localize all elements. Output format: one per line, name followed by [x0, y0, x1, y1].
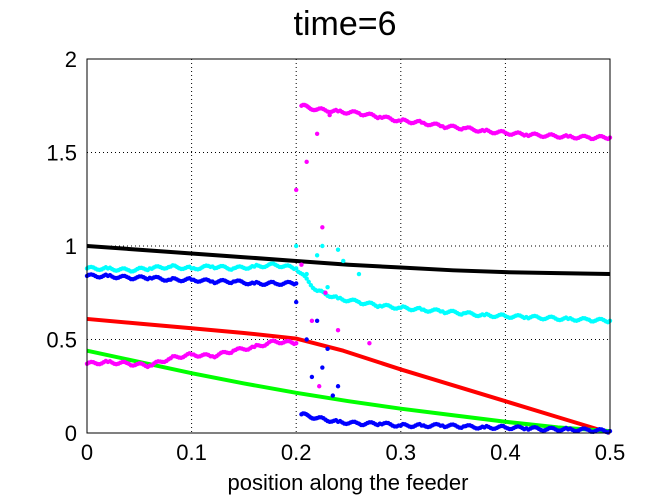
data-point-scatter-transition: [335, 327, 341, 333]
x-tick-label: 0: [81, 440, 93, 465]
x-tick-label: 0.4: [490, 440, 521, 465]
y-tick-label: 2: [65, 47, 77, 72]
data-point-scatter-transition-cyan: [325, 284, 330, 290]
data-point-scatter-transition: [299, 262, 304, 267]
data-point-scatter-transition-blue: [320, 365, 325, 370]
y-tick-label: 0: [65, 421, 77, 446]
data-point-scatter-transition-cyan: [356, 271, 362, 277]
series-line-red: [86, 316, 611, 435]
x-tick-label: 0.1: [176, 440, 207, 465]
data-point-scatter-transition: [323, 290, 328, 295]
data-point-cyan: [306, 279, 311, 285]
x-tick-label: 0.2: [281, 440, 312, 465]
chart-title: time=6: [294, 5, 397, 43]
data-point-scatter-transition: [314, 131, 320, 136]
data-point-scatter-transition: [317, 384, 322, 389]
data-point-scatter-transition: [294, 187, 299, 193]
data-point-scatter-transition-blue: [314, 318, 320, 323]
y-tick-label: 1.5: [46, 141, 77, 166]
data-point-scatter-transition: [304, 159, 309, 165]
data-point-scatter-transition-cyan: [294, 243, 299, 249]
series-line-black: [86, 244, 611, 277]
x-tick-label: 0.5: [595, 440, 626, 465]
data-point-scatter-transition-cyan: [314, 253, 320, 258]
y-tick-label: 0.5: [46, 328, 77, 353]
data-point-blue: [294, 281, 299, 286]
data-point-scatter-transition: [367, 341, 372, 346]
y-tick-label: 1: [65, 234, 77, 259]
y-tick-labels: 0 0.5 1 1.5 2: [46, 47, 77, 446]
x-tick-labels: 0 0.1 0.2 0.3 0.4 0.5: [81, 440, 625, 465]
data-point-scatter-transition-cyan: [341, 258, 346, 264]
data-point-magenta: [294, 341, 299, 346]
data-point-scatter-transition-blue: [304, 337, 309, 342]
data-point-cyan: [304, 276, 309, 281]
data-point-scatter-transition-cyan: [304, 271, 309, 277]
data-point-scatter-transition-cyan: [320, 243, 325, 249]
x-tick-label: 0.3: [386, 440, 417, 465]
data-point-scatter-transition-cyan: [335, 247, 341, 252]
x-axis-label: position along the feeder: [228, 470, 469, 495]
data-series: [84, 102, 613, 435]
data-point-scatter-transition: [309, 318, 315, 323]
data-point-scatter-transition-blue: [330, 393, 336, 398]
data-point-scatter-transition-blue: [325, 346, 330, 352]
plot-frame: [86, 58, 611, 434]
data-point-cyan: [294, 266, 299, 271]
data-point-scatter-transition-blue: [309, 374, 315, 380]
data-point-scatter-transition: [320, 225, 325, 230]
data-point-scatter-transition-blue: [294, 299, 299, 305]
data-point-scatter-transition-blue: [335, 384, 341, 389]
data-point-scatter-transition: [327, 112, 332, 118]
series-line-green: [86, 348, 611, 434]
